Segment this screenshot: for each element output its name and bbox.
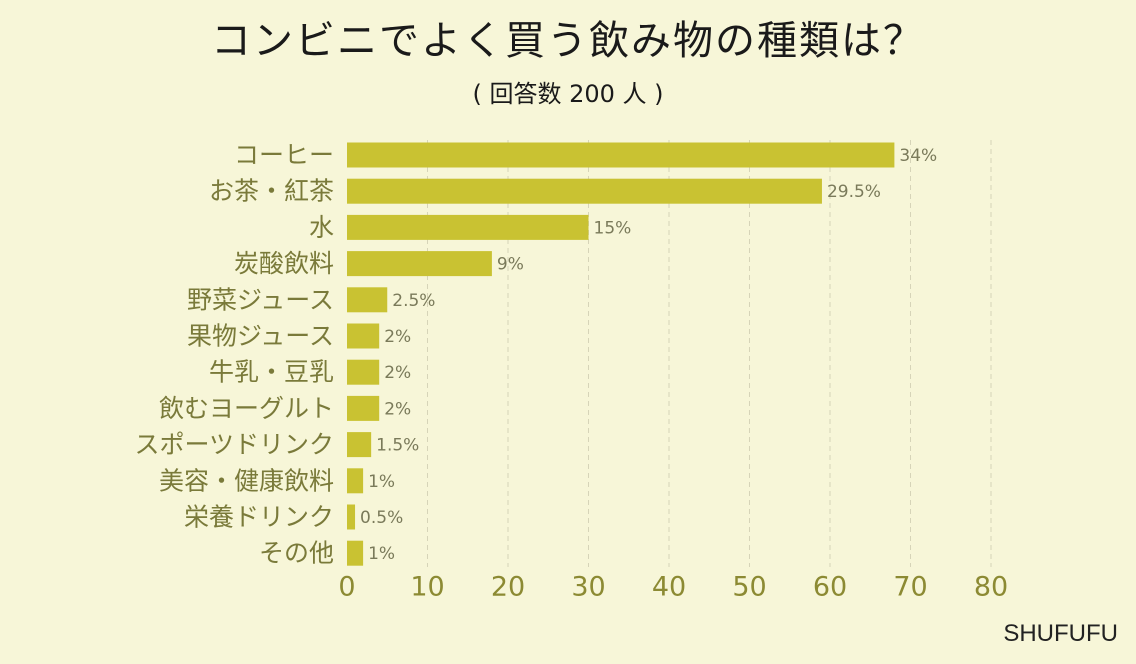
bar-9 [347, 468, 364, 494]
bar-5 [347, 323, 380, 349]
data-label-4: 2.5% [392, 291, 435, 311]
category-label-2: 水 [309, 213, 334, 242]
category-label-9: 美容・健康飲料 [159, 466, 334, 495]
brand-logo-text: SHUFUFU [1003, 620, 1118, 647]
category-label-10: 栄養ドリンク [184, 503, 334, 532]
category-label-11: その他 [259, 539, 334, 568]
category-label-1: お茶・紅茶 [209, 177, 334, 206]
category-label-4: 野菜ジュース [187, 285, 334, 314]
category-label-0: コーヒー [234, 141, 334, 170]
bar-10 [347, 504, 356, 530]
category-label-8: スポーツドリンク [134, 430, 334, 459]
data-label-1: 29.5% [827, 182, 881, 202]
category-label-6: 牛乳・豆乳 [209, 358, 334, 387]
category-label-5: 果物ジュース [187, 322, 334, 351]
data-label-2: 15% [594, 218, 632, 238]
category-label-7: 飲むヨーグルト [159, 394, 334, 423]
bar-2 [347, 214, 589, 240]
x-tick-label-70: 70 [893, 572, 927, 603]
data-label-0: 34% [899, 146, 937, 166]
x-tick-label-50: 50 [732, 572, 766, 603]
bar-1 [347, 178, 822, 204]
bar-8 [347, 432, 372, 458]
x-tick-label-60: 60 [813, 572, 847, 603]
x-tick-label-30: 30 [571, 572, 605, 603]
data-label-6: 2% [384, 363, 411, 383]
chart-title: コンビニでよく買う飲み物の種類は？ [211, 18, 925, 64]
data-label-10: 0.5% [360, 508, 403, 528]
data-label-8: 1.5% [376, 436, 419, 456]
bar-6 [347, 359, 380, 385]
x-tick-label-20: 20 [491, 572, 525, 603]
data-label-3: 9% [497, 255, 524, 275]
data-label-11: 1% [368, 544, 395, 564]
data-label-5: 2% [384, 327, 411, 347]
data-label-9: 1% [368, 472, 395, 492]
x-tick-label-80: 80 [974, 572, 1008, 603]
x-tick-label-10: 10 [410, 572, 444, 603]
bar-7 [347, 395, 380, 421]
bar-3 [347, 251, 492, 277]
bar-11 [347, 540, 364, 566]
x-tick-label-0: 0 [338, 572, 355, 603]
bar-4 [347, 287, 388, 313]
chart-subtitle: ( 回答数 200 人 ) [472, 80, 664, 108]
data-label-7: 2% [384, 399, 411, 419]
bar-0 [347, 142, 895, 168]
x-tick-label-40: 40 [652, 572, 686, 603]
category-label-3: 炭酸飲料 [234, 249, 334, 278]
